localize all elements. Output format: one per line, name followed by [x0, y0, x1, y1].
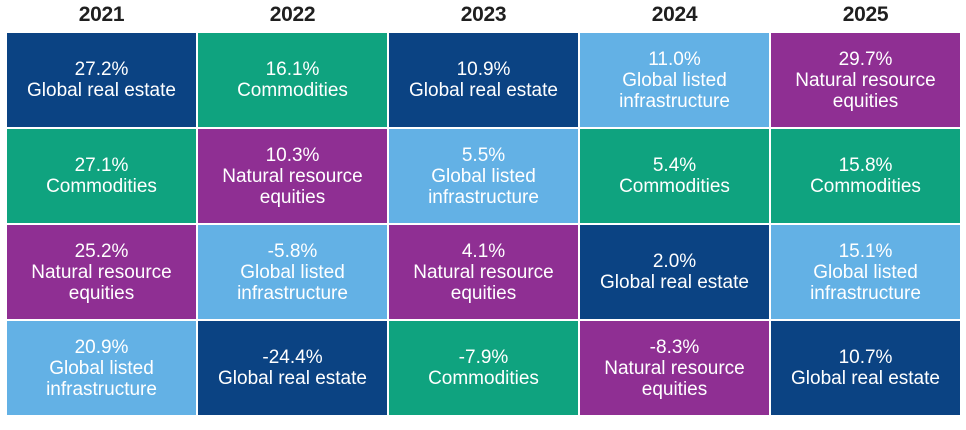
cell-return-value: -5.8%: [267, 240, 318, 262]
cell-return-value: 20.9%: [74, 336, 129, 358]
cell-asset-label: Natural resource equities: [31, 261, 172, 304]
cell-asset-label: Natural resource equities: [604, 357, 745, 400]
cell-asset-label: Global real estate: [791, 368, 940, 389]
quilt-cell: 27.1% Commodities: [6, 128, 197, 224]
cell-asset-label: Global real estate: [218, 368, 367, 389]
quilt-cell: 4.1% Natural resource equities: [388, 224, 579, 320]
quilt-cell: 5.4% Commodities: [579, 128, 770, 224]
quilt-cell: 15.1% Global listed infrastructure: [770, 224, 961, 320]
quilt-cell: 29.7% Natural resource equities: [770, 32, 961, 128]
year-header-2023: 2023: [460, 3, 507, 26]
quilt-cell: -5.8% Global listed infrastructure: [197, 224, 388, 320]
cell-asset-label: Global real estate: [27, 80, 176, 101]
cell-return-value: 16.1%: [265, 59, 320, 80]
cell-asset-label: Commodities: [810, 176, 921, 197]
cell-return-value: 25.2%: [74, 240, 129, 262]
cell-return-value: 29.7%: [838, 48, 893, 70]
cell-return-value: -8.3%: [649, 336, 700, 358]
quilt-cell: 11.0% Global listed infrastructure: [579, 32, 770, 128]
cell-return-value: 11.0%: [648, 48, 701, 70]
cell-asset-label: Natural resource equities: [413, 261, 554, 304]
quilt-cell: 2.0% Global real estate: [579, 224, 770, 320]
quilt-cell: 15.8% Commodities: [770, 128, 961, 224]
cell-asset-label: Global listed infrastructure: [46, 357, 157, 400]
quilt-cell: 25.2% Natural resource equities: [6, 224, 197, 320]
cell-return-value: 5.4%: [652, 155, 697, 176]
cell-return-value: 10.9%: [456, 59, 511, 80]
quilt-cell: -24.4% Global real estate: [197, 320, 388, 416]
cell-asset-label: Commodities: [619, 176, 730, 197]
cell-return-value: 15.1%: [838, 240, 893, 262]
cell-return-value: 10.3%: [265, 144, 320, 166]
cell-return-value: 4.1%: [461, 240, 506, 262]
quilt-cell: -7.9% Commodities: [388, 320, 579, 416]
quilt-cell: 27.2% Global real estate: [6, 32, 197, 128]
cell-asset-label: Global listed infrastructure: [428, 165, 539, 208]
quilt-cell: 10.9% Global real estate: [388, 32, 579, 128]
cell-return-value: 27.2%: [74, 59, 129, 80]
cell-asset-label: Global listed infrastructure: [619, 69, 730, 112]
cell-asset-label: Global real estate: [409, 80, 558, 101]
quilt-cell: 16.1% Commodities: [197, 32, 388, 128]
cell-asset-label: Global listed infrastructure: [810, 261, 921, 304]
cell-return-value: 5.5%: [461, 144, 506, 166]
quilt-cell: -8.3% Natural resource equities: [579, 320, 770, 416]
cell-asset-label: Commodities: [428, 368, 539, 389]
cell-return-value: 15.8%: [838, 155, 893, 176]
year-header-2022: 2022: [269, 3, 316, 26]
cell-return-value: -24.4%: [262, 347, 323, 368]
cell-return-value: 27.1%: [74, 155, 129, 176]
quilt-cell: 5.5% Global listed infrastructure: [388, 128, 579, 224]
year-header-2021: 2021: [78, 3, 125, 26]
cell-asset-label: Global real estate: [600, 272, 749, 293]
cell-asset-label: Natural resource equities: [795, 69, 936, 112]
cell-asset-label: Global listed infrastructure: [237, 261, 348, 304]
year-header-2024: 2024: [651, 3, 698, 26]
cell-return-value: -7.9%: [458, 347, 509, 368]
cell-asset-label: Natural resource equities: [222, 165, 363, 208]
cell-asset-label: Commodities: [46, 176, 157, 197]
quilt-cell: 10.3% Natural resource equities: [197, 128, 388, 224]
year-header-2025: 2025: [842, 3, 889, 26]
cell-asset-label: Commodities: [237, 80, 348, 101]
cell-return-value: 2.0%: [652, 251, 697, 272]
quilt-cell: 20.9% Global listed infrastructure: [6, 320, 197, 416]
cell-return-value: 10.7%: [838, 347, 893, 368]
quilt-cell: 10.7% Global real estate: [770, 320, 961, 416]
